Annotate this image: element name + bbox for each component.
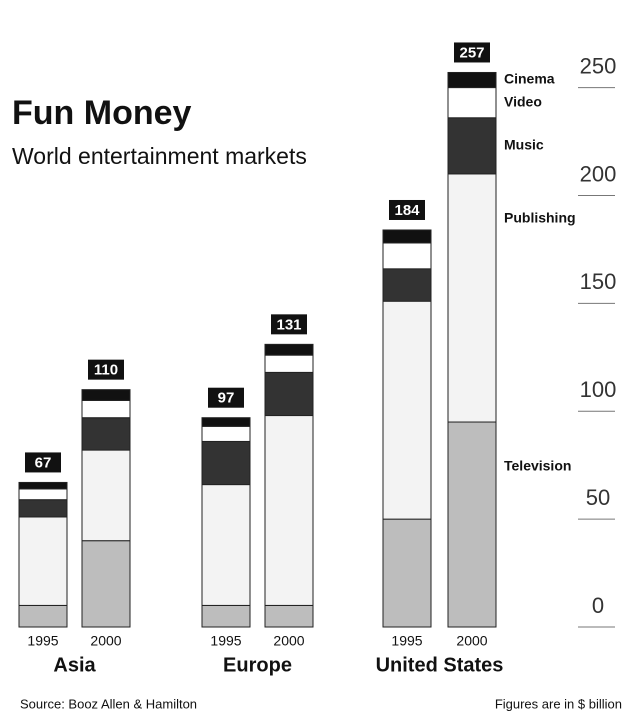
group-label: Europe <box>223 654 292 676</box>
bar-segment <box>382 229 432 244</box>
bar-segment <box>81 417 131 451</box>
legend-label: Publishing <box>504 210 576 226</box>
legend-label: Music <box>504 137 544 153</box>
y-tick-label: 100 <box>580 377 617 402</box>
total-label: 257 <box>459 44 484 61</box>
chart-subtitle: World entertainment markets <box>12 143 307 169</box>
bar-segment <box>18 499 68 518</box>
total-box <box>88 359 124 380</box>
bar-segment <box>81 389 131 401</box>
bar-segment <box>382 300 432 520</box>
group-label: Asia <box>53 654 96 676</box>
x-tick-label: 2000 <box>90 633 121 649</box>
bar-segment <box>447 421 497 628</box>
x-tick-label: 2000 <box>273 633 304 649</box>
total-box <box>208 387 244 408</box>
x-tick-label: 1995 <box>391 633 422 649</box>
total-label: 131 <box>276 316 301 333</box>
bar-segment <box>81 540 131 628</box>
y-tick-label: 250 <box>580 53 617 78</box>
bar-segment <box>201 604 251 628</box>
bar-segment <box>382 518 432 628</box>
bar-segment <box>264 415 314 606</box>
y-tick-label: 50 <box>586 485 610 510</box>
total-box <box>25 452 61 473</box>
total-label: 184 <box>394 202 420 219</box>
bar-segment <box>18 516 68 606</box>
total-box <box>454 42 490 63</box>
bar-segment <box>382 242 432 270</box>
legend-label: Television <box>504 458 571 474</box>
bar-segment <box>264 354 314 373</box>
note: Figures are in $ billion <box>495 696 622 711</box>
legend-label: Cinema <box>504 71 555 87</box>
bar-segment <box>447 71 497 89</box>
total-label: 67 <box>35 454 52 471</box>
x-tick-label: 2000 <box>456 633 487 649</box>
x-tick-label: 1995 <box>210 633 241 649</box>
bar-segment <box>382 268 432 302</box>
bar-segment <box>201 425 251 442</box>
bar-segment <box>447 87 497 119</box>
y-tick-label: 0 <box>592 593 604 618</box>
total-label: 110 <box>94 362 118 379</box>
bar-segment <box>81 449 131 542</box>
bar-segment <box>18 481 68 490</box>
bar-segment <box>447 173 497 423</box>
bar-segment <box>201 440 251 486</box>
legend-label: Video <box>504 93 542 109</box>
y-tick-label: 200 <box>580 161 617 186</box>
source: Source: Booz Allen & Hamilton <box>20 696 197 711</box>
bar-segment <box>264 343 314 356</box>
total-box <box>271 314 307 335</box>
x-tick-label: 1995 <box>27 633 58 649</box>
bar-segment <box>264 604 314 628</box>
chart-title: Fun Money <box>12 94 192 132</box>
bar-segment <box>18 604 68 628</box>
total-label: 97 <box>218 390 235 407</box>
bar-segment <box>447 117 497 175</box>
bar-segment <box>264 371 314 417</box>
bar-segment <box>201 484 251 606</box>
total-box <box>389 199 425 220</box>
bar-segment <box>201 417 251 427</box>
bar-segment <box>81 399 131 419</box>
group-label: United States <box>376 654 504 676</box>
bar-segment <box>18 488 68 501</box>
y-tick-label: 150 <box>580 269 617 294</box>
